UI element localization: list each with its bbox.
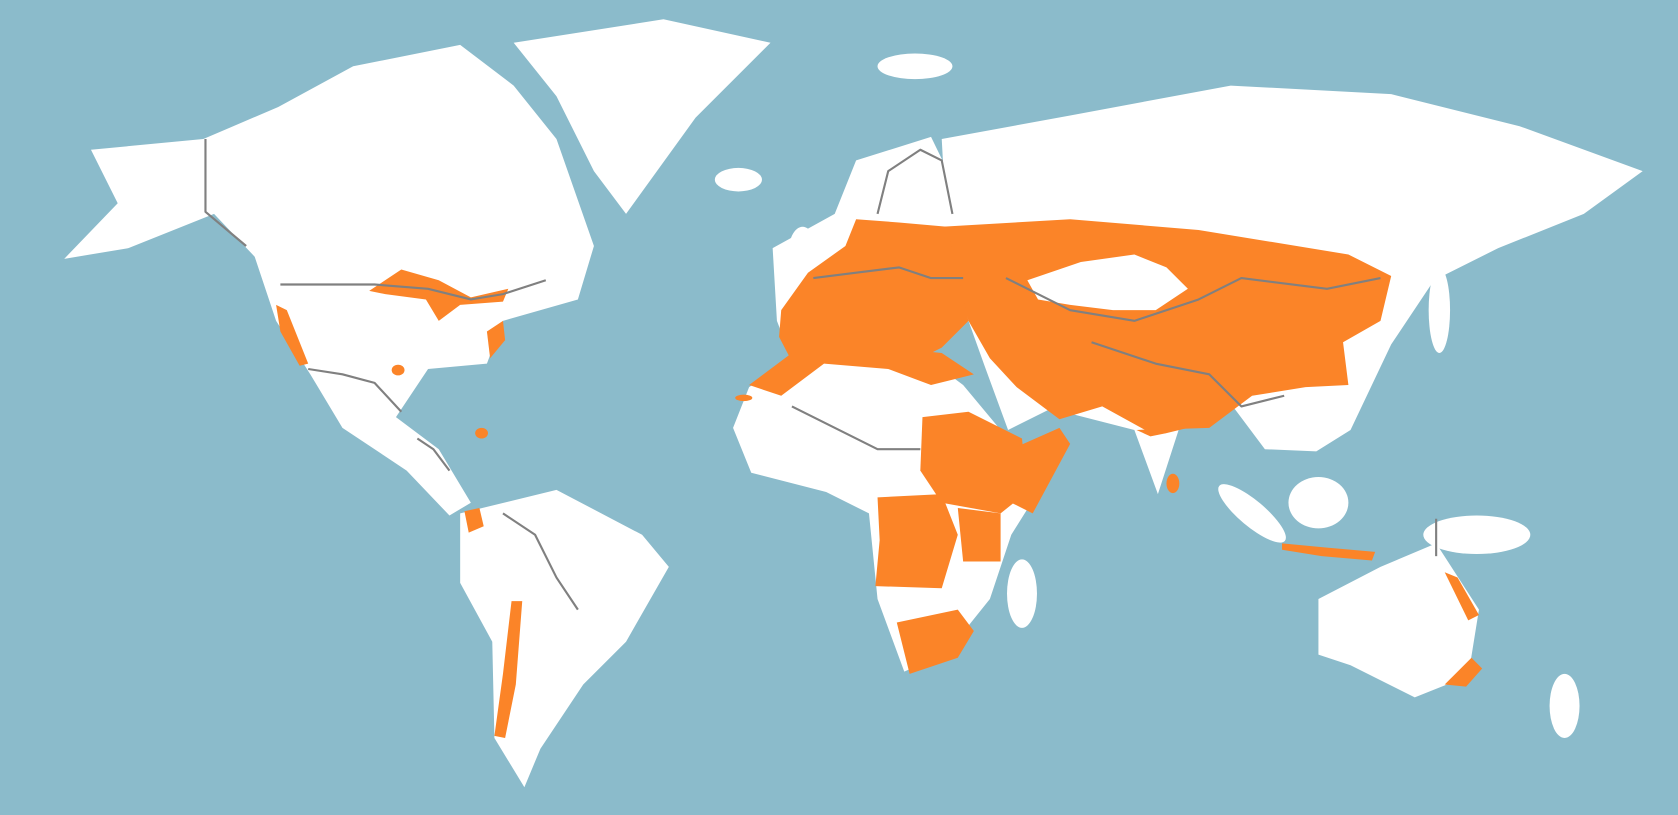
europe [779, 219, 969, 364]
new-zealand [1549, 673, 1580, 738]
highlighted-regions [276, 219, 1483, 738]
australia [1318, 543, 1479, 698]
us-canada-border [280, 279, 547, 301]
europe-borders [813, 266, 964, 280]
hispaniola [475, 427, 488, 439]
ecuador [464, 508, 484, 533]
us-mexico-border [308, 367, 403, 413]
us-west-coast [276, 304, 309, 366]
chile [494, 601, 523, 738]
sumatra [1218, 484, 1286, 543]
great-lakes-us [369, 269, 509, 321]
us-east-coast [486, 320, 506, 359]
north-africa-coast [749, 344, 974, 396]
africa-borders [791, 405, 921, 451]
java-lesser-sunda [1282, 543, 1376, 561]
australia-east [1444, 572, 1479, 621]
iceland [714, 167, 762, 192]
central-america-borders [416, 437, 451, 472]
yemen-somalia [1011, 427, 1071, 514]
china-borders [1091, 341, 1285, 408]
borneo [1288, 477, 1349, 529]
us-central-spot [391, 364, 405, 376]
sri-lanka [1166, 473, 1180, 494]
north-america [64, 44, 594, 516]
greenland [513, 19, 771, 214]
svalbard [877, 53, 953, 80]
south-africa [896, 609, 974, 674]
scandinavia-borders [876, 148, 954, 215]
australia-southeast [1444, 657, 1483, 687]
country-borders [204, 139, 1438, 611]
central-africa [875, 494, 958, 589]
india-south [1136, 427, 1188, 437]
sudan-ethiopia [920, 411, 1028, 514]
alaska-border [204, 139, 247, 247]
south-america-borders [502, 512, 579, 611]
south-america [460, 489, 669, 788]
kazakhstan-gap [1027, 254, 1188, 311]
central-asia-borders [1005, 277, 1381, 322]
canary-islands [735, 394, 753, 402]
new-guinea [1423, 515, 1531, 555]
japan [1428, 267, 1451, 353]
madagascar [1007, 559, 1037, 628]
east-africa [957, 508, 1001, 562]
